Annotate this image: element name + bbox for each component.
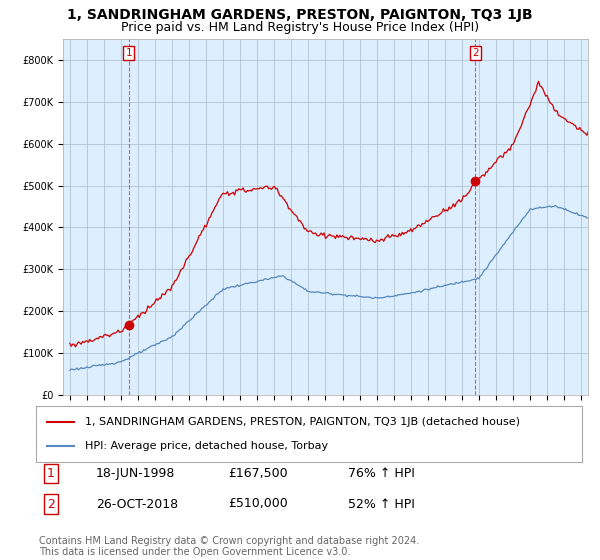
Text: HPI: Average price, detached house, Torbay: HPI: Average price, detached house, Torb…	[85, 441, 328, 451]
Text: 2: 2	[472, 48, 479, 58]
Text: 18-JUN-1998: 18-JUN-1998	[96, 466, 175, 480]
Text: Contains HM Land Registry data © Crown copyright and database right 2024.
This d: Contains HM Land Registry data © Crown c…	[39, 535, 419, 557]
Text: 76% ↑ HPI: 76% ↑ HPI	[348, 466, 415, 480]
Text: 1: 1	[125, 48, 132, 58]
Text: Price paid vs. HM Land Registry's House Price Index (HPI): Price paid vs. HM Land Registry's House …	[121, 21, 479, 34]
Text: 1: 1	[47, 466, 55, 480]
Text: 52% ↑ HPI: 52% ↑ HPI	[348, 497, 415, 511]
Text: 1, SANDRINGHAM GARDENS, PRESTON, PAIGNTON, TQ3 1JB (detached house): 1, SANDRINGHAM GARDENS, PRESTON, PAIGNTO…	[85, 417, 520, 427]
Text: 2: 2	[47, 497, 55, 511]
Text: £167,500: £167,500	[228, 466, 287, 480]
Text: 26-OCT-2018: 26-OCT-2018	[96, 497, 178, 511]
Text: £510,000: £510,000	[228, 497, 288, 511]
Text: 1, SANDRINGHAM GARDENS, PRESTON, PAIGNTON, TQ3 1JB: 1, SANDRINGHAM GARDENS, PRESTON, PAIGNTO…	[67, 8, 533, 22]
